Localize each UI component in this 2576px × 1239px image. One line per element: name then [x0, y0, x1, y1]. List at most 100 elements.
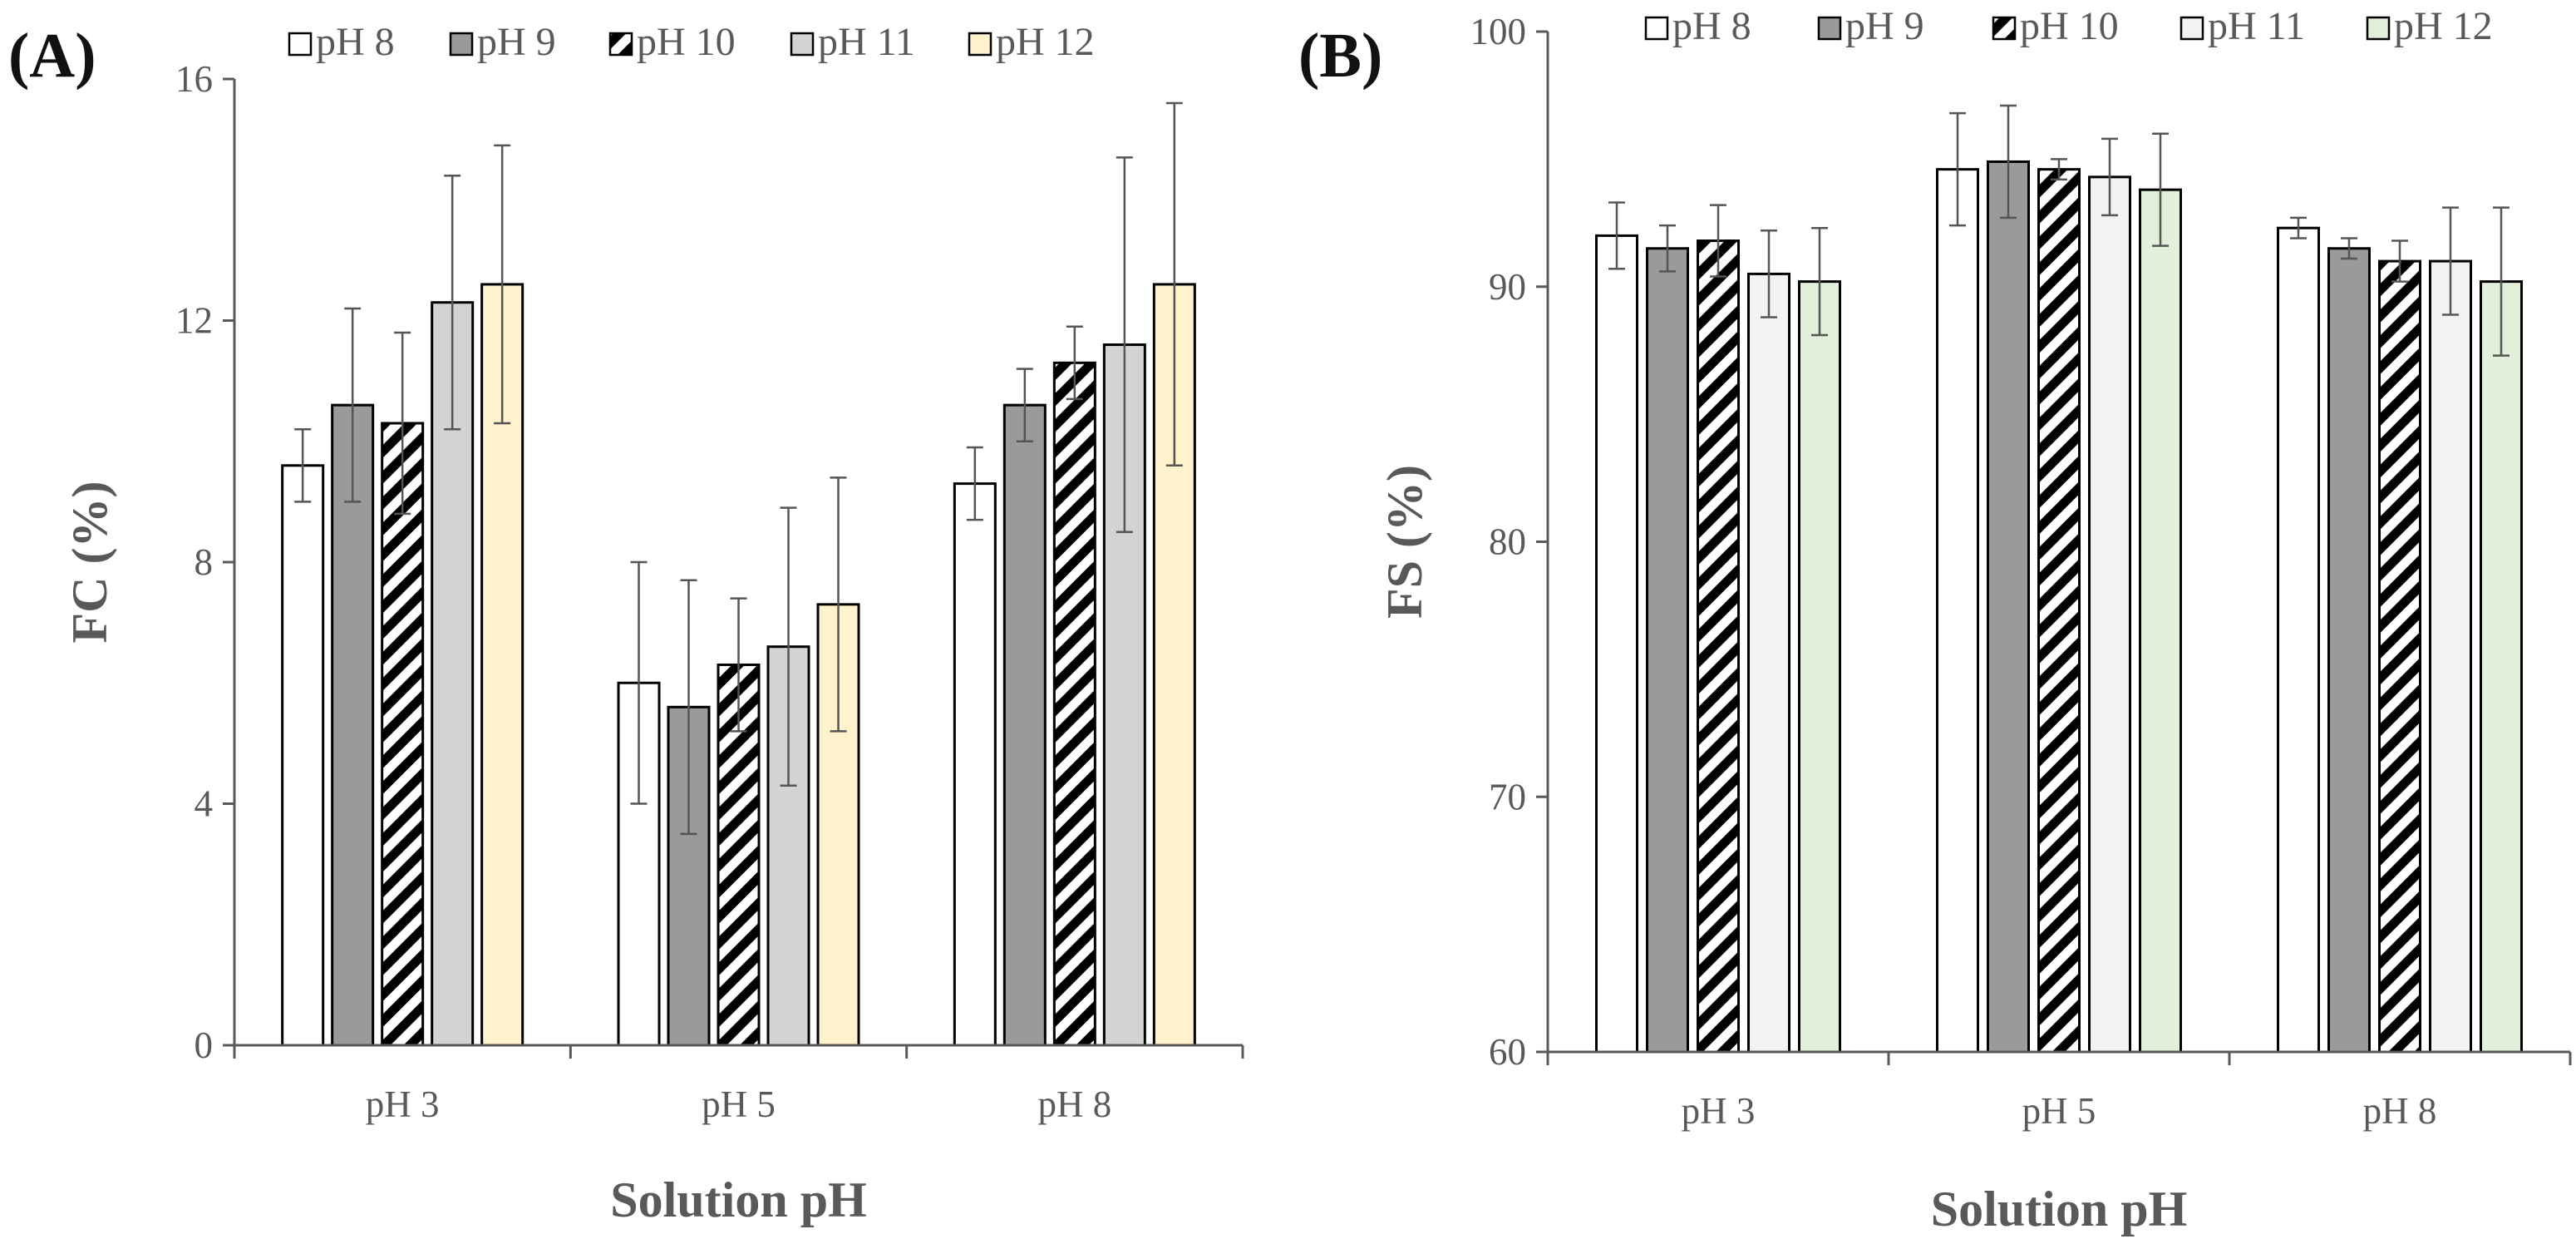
panel-b-error-bar-ph-9-ph-8 — [2341, 237, 2357, 260]
panel-b-error-bar-ph-11-ph-3 — [1761, 230, 1777, 318]
panel-a-legend-label-ph-9: pH 9 — [477, 20, 556, 64]
panel-a-error-bar-ph-12-ph-5 — [830, 476, 847, 733]
panel-b-letter: (B) — [1298, 21, 1382, 91]
panel-b-bar-ph-8-ph-5 — [1936, 168, 1979, 1054]
panel-b-bar-ph-8-ph-3 — [1595, 234, 1638, 1054]
panel-b-error-bar-ph-10-ph-8 — [2391, 239, 2408, 283]
panel-b-error-bar-ph-11-ph-5 — [2101, 137, 2118, 217]
panel-a-bar-ph-9-ph-3 — [331, 403, 375, 1047]
panel-a-legend-swatch-ph-9 — [449, 32, 474, 57]
panel-b-legend-label-ph-10: pH 10 — [2020, 4, 2119, 48]
panel-b-bar-ph-12-ph-5 — [2139, 188, 2182, 1054]
panel-a-chart: (A) pH 8 pH 9 pH 10 pH 11 pH 12 0 4 8 12 16 pH 3… — [8, 20, 1244, 1227]
panel-a-legend-swatch-ph-8 — [288, 32, 313, 57]
panel-b-error-bar-ph-12-ph-8 — [2493, 206, 2510, 357]
panel-b-bar-ph-9-ph-8 — [2327, 247, 2371, 1054]
panel-a-bar-ph-10-ph-3 — [381, 422, 425, 1047]
panel-b-error-bar-ph-10-ph-5 — [2051, 158, 2067, 181]
panel-a-bar-ph-8-ph-3 — [281, 464, 325, 1047]
panel-a-error-bar-ph-10-ph-3 — [394, 331, 411, 516]
panel-a-x-tick-label-ph-3: pH 3 — [366, 1084, 440, 1125]
panel-a-bar-ph-9-ph-8 — [1002, 403, 1047, 1047]
panel-a-error-bar-ph-8-ph-5 — [630, 560, 648, 805]
panel-b-error-bar-ph-8-ph-5 — [1949, 111, 1966, 227]
panel-a-error-bar-ph-8-ph-3 — [294, 427, 312, 503]
panel-a-legend-label-ph-8: pH 8 — [316, 20, 395, 64]
panel-a-error-bars — [294, 101, 1183, 836]
panel-b-error-bar-ph-10-ph-3 — [1710, 204, 1726, 278]
panel-b-bar-ph-9-ph-5 — [1987, 160, 2030, 1054]
panel-a-y-axis-title: FC (%) — [62, 481, 117, 644]
panel-b-legend-swatch-ph-9 — [1817, 16, 1842, 41]
panel-a-legend-item-ph-12: pH 12 — [968, 20, 1095, 64]
panel-a-error-bar-ph-9-ph-8 — [1016, 368, 1033, 442]
panel-b-x-tick-label-ph-3: pH 3 — [1682, 1090, 1756, 1132]
panel-b-error-bar-ph-9-ph-5 — [2000, 104, 2017, 220]
panel-b-legend-swatch-ph-10 — [1992, 16, 2017, 41]
panel-a-x-ticks: pH 3 pH 5 pH 8 — [233, 1045, 1244, 1125]
panel-b-bar-ph-12-ph-8 — [2480, 280, 2523, 1054]
panel-b-error-bar-ph-8-ph-3 — [1608, 201, 1625, 270]
panel-a-error-bar-ph-9-ph-5 — [680, 579, 697, 836]
panel-b-legend-swatch-ph-8 — [1644, 16, 1669, 41]
panel-a-bar-ph-10-ph-8 — [1052, 361, 1096, 1047]
panel-b-legend-label-ph-9: pH 9 — [1845, 4, 1924, 48]
panel-b-legend-item-ph-10: pH 10 — [1992, 4, 2119, 48]
panel-a-legend-swatch-ph-10 — [608, 32, 633, 57]
panel-a-error-bar-ph-11-ph-5 — [780, 506, 797, 787]
panel-b-y-tick-label: 90 — [1489, 266, 1526, 308]
panel-a-legend-item-ph-11: pH 11 — [790, 20, 915, 64]
panel-b-error-bar-ph-11-ph-8 — [2442, 206, 2459, 316]
panel-b-error-bars — [1608, 104, 2510, 357]
panel-b-bar-ph-11-ph-8 — [2429, 259, 2472, 1054]
panel-a-y-tick-label: 8 — [195, 541, 214, 583]
panel-b-y-tick-label: 60 — [1489, 1031, 1526, 1073]
panel-b-x-axis-title: Solution pH — [1931, 1182, 2187, 1237]
panel-a-error-bar-ph-12-ph-3 — [494, 144, 511, 425]
panel-b-legend-swatch-ph-11 — [2180, 16, 2204, 41]
panel-b-bar-ph-10-ph-5 — [2037, 168, 2081, 1054]
panel-a-x-tick-label-ph-5: pH 5 — [702, 1084, 776, 1125]
panel-a-legend-item-ph-9: pH 9 — [449, 20, 556, 64]
panel-b-error-bar-ph-9-ph-3 — [1659, 224, 1676, 273]
panel-a-y-tick-label: 0 — [195, 1024, 214, 1066]
panel-b-legend-item-ph-9: pH 9 — [1817, 4, 1924, 48]
panel-b-x-ticks: pH 3 pH 5 pH 8 — [1546, 1052, 2572, 1132]
panel-a-y-ticks: 0 4 8 12 16 — [175, 58, 234, 1066]
panel-b-legend: pH 8 pH 9 pH 10 pH 11 pH 12 — [1644, 4, 2493, 48]
panel-b-y-axis-title: FS (%) — [1377, 465, 1432, 619]
panel-b-legend-item-ph-12: pH 12 — [2366, 4, 2493, 48]
panel-b-y-tick-label: 100 — [1470, 11, 1527, 52]
panel-b-bar-ph-11-ph-5 — [2088, 175, 2131, 1054]
panel-a-bar-ph-8-ph-8 — [953, 482, 997, 1047]
panel-b-legend-item-ph-8: pH 8 — [1644, 4, 1751, 48]
panel-b-legend-swatch-ph-12 — [2366, 16, 2391, 41]
panel-b-y-tick-label: 80 — [1489, 521, 1526, 563]
panel-b-legend-label-ph-11: pH 11 — [2208, 4, 2305, 48]
panel-b-error-bar-ph-12-ph-5 — [2152, 132, 2169, 247]
panel-a-legend-item-ph-8: pH 8 — [288, 20, 395, 64]
panel-b-legend-item-ph-11: pH 11 — [2180, 4, 2305, 48]
panel-a-error-bar-ph-9-ph-3 — [344, 307, 362, 503]
panel-b-bar-ph-11-ph-3 — [1747, 272, 1790, 1054]
panel-b-legend-label-ph-12: pH 12 — [2394, 4, 2493, 48]
panel-a-legend: pH 8 pH 9 pH 10 pH 11 pH 12 — [288, 20, 1095, 64]
panel-a-y-tick-label: 16 — [175, 58, 213, 100]
panel-a-letter: (A) — [8, 21, 96, 91]
panel-b-bar-ph-10-ph-3 — [1697, 239, 1740, 1054]
panel-a-error-bar-ph-10-ph-8 — [1066, 325, 1083, 401]
panel-a-y-tick-label: 12 — [175, 300, 213, 342]
panel-a-legend-label-ph-12: pH 12 — [996, 20, 1095, 64]
panel-b-bar-ph-9-ph-3 — [1646, 247, 1689, 1054]
panel-a-legend-label-ph-11: pH 11 — [818, 20, 915, 64]
panel-b-bar-ph-10-ph-8 — [2378, 259, 2421, 1054]
panel-b-y-ticks: 60 70 80 90 100 — [1470, 11, 1548, 1073]
panel-b-bar-ph-12-ph-3 — [1798, 280, 1841, 1054]
panel-b-x-tick-label-ph-8: pH 8 — [2363, 1090, 2437, 1132]
panel-b-error-bar-ph-12-ph-3 — [1811, 226, 1828, 337]
panel-a-error-bar-ph-8-ph-8 — [966, 446, 983, 521]
panel-a-x-axis-title: Solution pH — [610, 1172, 866, 1227]
panel-b-bars — [1595, 160, 2523, 1054]
panel-a-x-tick-label-ph-8: pH 8 — [1037, 1084, 1111, 1125]
